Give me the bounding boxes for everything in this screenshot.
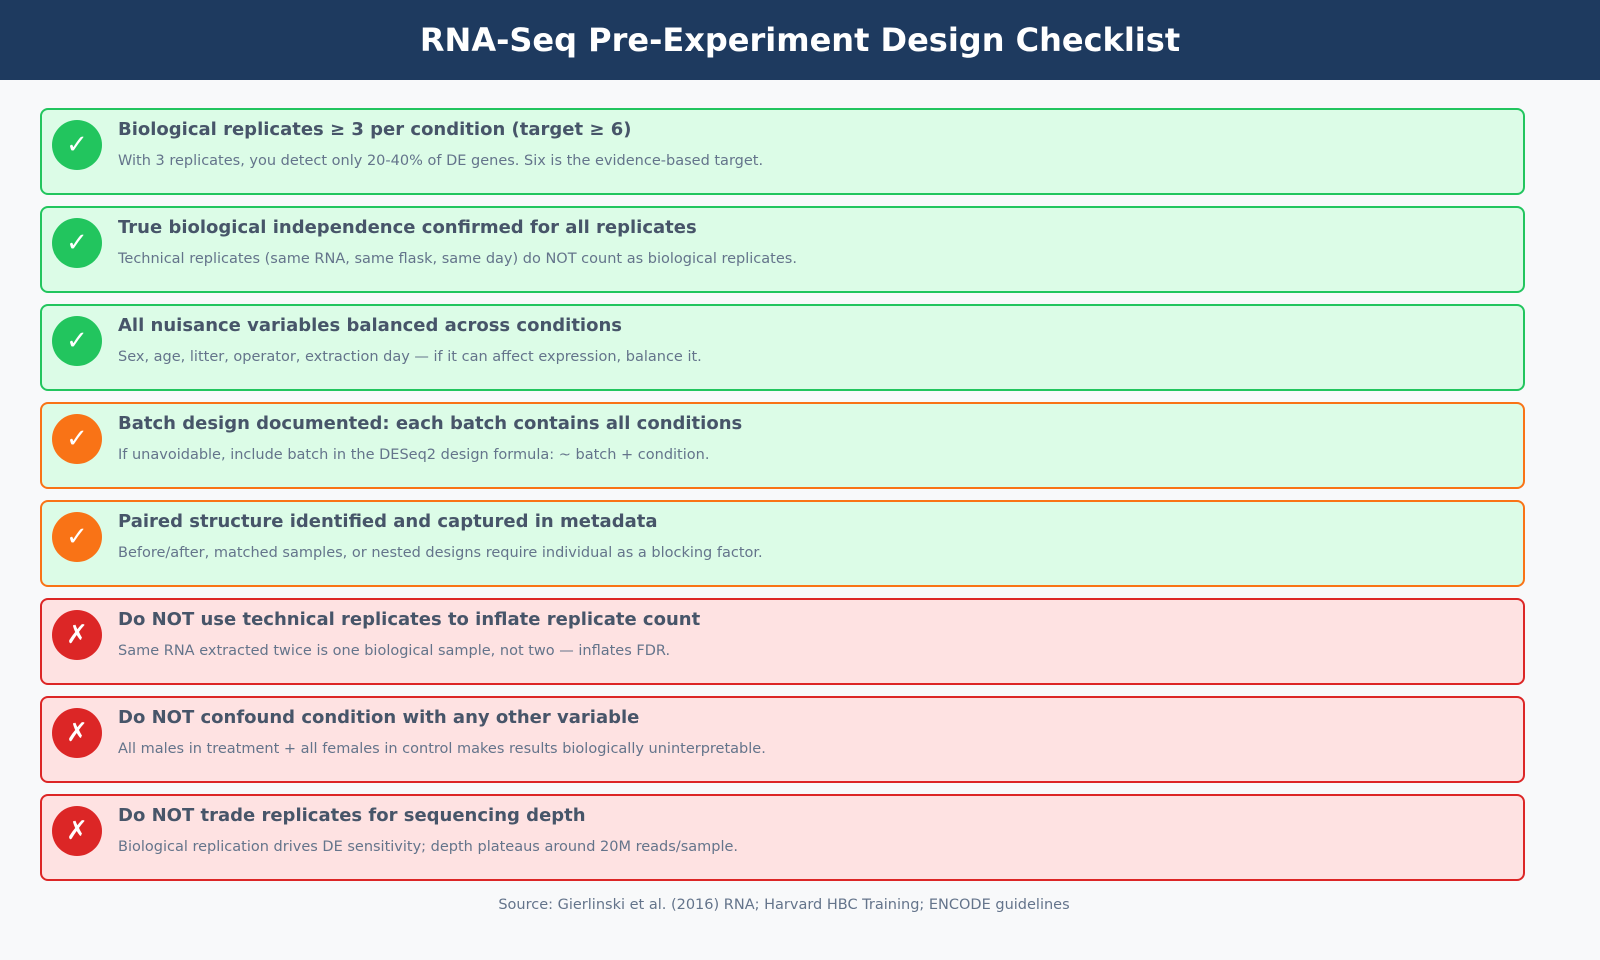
status-icon: ✗ xyxy=(52,610,102,660)
checklist-item: ✓ Biological replicates ≥ 3 per condition… xyxy=(40,108,1525,195)
status-icon: ✓ xyxy=(52,316,102,366)
checklist-item: ✗ Do NOT confound condition with any othe… xyxy=(40,696,1525,783)
item-title: All nuisance variables balanced across c… xyxy=(118,315,622,336)
item-title: Do NOT confound condition with any other… xyxy=(118,707,640,728)
item-description: With 3 replicates, you detect only 20-40… xyxy=(118,153,764,169)
source: Source: Gierlinski et al. (2016) RNA; Ha… xyxy=(498,897,1070,913)
status-icon: ✓ xyxy=(52,512,102,562)
status-icon: ✗ xyxy=(52,708,102,758)
item-title: Batch design documented: each batch cont… xyxy=(118,413,743,434)
item-title: True biological independence confirmed f… xyxy=(118,217,697,238)
checklist-item: ✓ All nuisance variables balanced across … xyxy=(40,304,1525,391)
item-title: Biological replicates ≥ 3 per condition … xyxy=(118,119,632,140)
status-icon: ✗ xyxy=(52,806,102,856)
item-title: Do NOT trade replicates for sequencing d… xyxy=(118,805,586,826)
checklist-item: ✗ Do NOT trade replicates for sequencing … xyxy=(40,794,1525,881)
status-icon: ✓ xyxy=(52,218,102,268)
item-description: Before/after, matched samples, or nested… xyxy=(118,545,763,561)
checklist-item: ✓ Paired structure identified and capture… xyxy=(40,500,1525,587)
header-title: RNA-Seq Pre-Experiment Design Checklist xyxy=(0,0,1600,80)
item-title: Paired structure identified and captured… xyxy=(118,511,658,532)
status-icon: ✓ xyxy=(52,120,102,170)
item-description: Biological replication drives DE sensiti… xyxy=(118,839,739,855)
item-description: All males in treatment + all females in … xyxy=(118,741,766,757)
checklist-item: ✗ Do NOT use technical replicates to infl… xyxy=(40,598,1525,685)
checklist-item: ✓ Batch design documented: each batch con… xyxy=(40,402,1525,489)
status-icon: ✓ xyxy=(52,414,102,464)
item-title: Do NOT use technical replicates to infla… xyxy=(118,609,701,630)
item-description: Technical replicates (same RNA, same fla… xyxy=(118,251,797,267)
item-description: If unavoidable, include batch in the DES… xyxy=(118,447,710,463)
item-description: Same RNA extracted twice is one biologic… xyxy=(118,643,671,659)
checklist-item: ✓ True biological independence confirmed … xyxy=(40,206,1525,293)
item-description: Sex, age, litter, operator, extraction d… xyxy=(118,349,702,365)
